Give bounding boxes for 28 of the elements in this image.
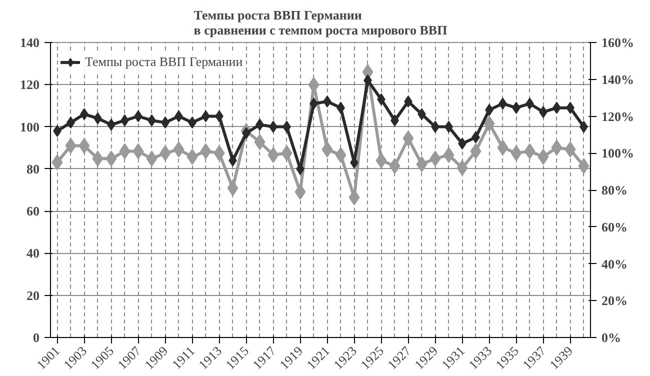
y-tick-label: 140 bbox=[20, 35, 40, 50]
y2-tick-label: 140% bbox=[602, 72, 634, 87]
x-tick-label: 1911 bbox=[168, 343, 198, 372]
point bbox=[404, 96, 412, 108]
y2-tick-label: 100% bbox=[602, 146, 634, 161]
point bbox=[323, 96, 332, 108]
point bbox=[53, 125, 62, 137]
x-tick-label: 1931 bbox=[438, 343, 468, 372]
y2-tick-label: 80% bbox=[602, 182, 628, 198]
y-tick-label: 100 bbox=[20, 119, 40, 134]
y2-tick-label: 0% bbox=[602, 330, 621, 345]
legend-label: Темпы роста ВВП Германии bbox=[85, 54, 243, 70]
y2-tick-label: 120% bbox=[602, 108, 634, 124]
y-tick-label: 0 bbox=[33, 330, 40, 345]
chart-title: Темпы роста ВВП Германии в сравнении с темпом роста мирового ВВП bbox=[194, 8, 448, 38]
y2-tick-label: 40% bbox=[602, 256, 628, 272]
point bbox=[376, 152, 387, 168]
y-tick-label: 120 bbox=[20, 77, 40, 92]
y2-tick-label: 60% bbox=[602, 219, 628, 234]
point bbox=[228, 154, 237, 166]
y-tick-label: 80 bbox=[26, 161, 40, 176]
y-tick-label: 40 bbox=[26, 246, 40, 261]
x-tick-label: 1901 bbox=[34, 343, 63, 372]
y-tick-label: 60 bbox=[26, 204, 40, 219]
y2-tick-label: 160% bbox=[602, 35, 634, 50]
x-tick-label: 1921 bbox=[304, 343, 333, 372]
y-tick-label: 20 bbox=[26, 288, 40, 303]
y2-tick-label: 20% bbox=[602, 293, 628, 308]
